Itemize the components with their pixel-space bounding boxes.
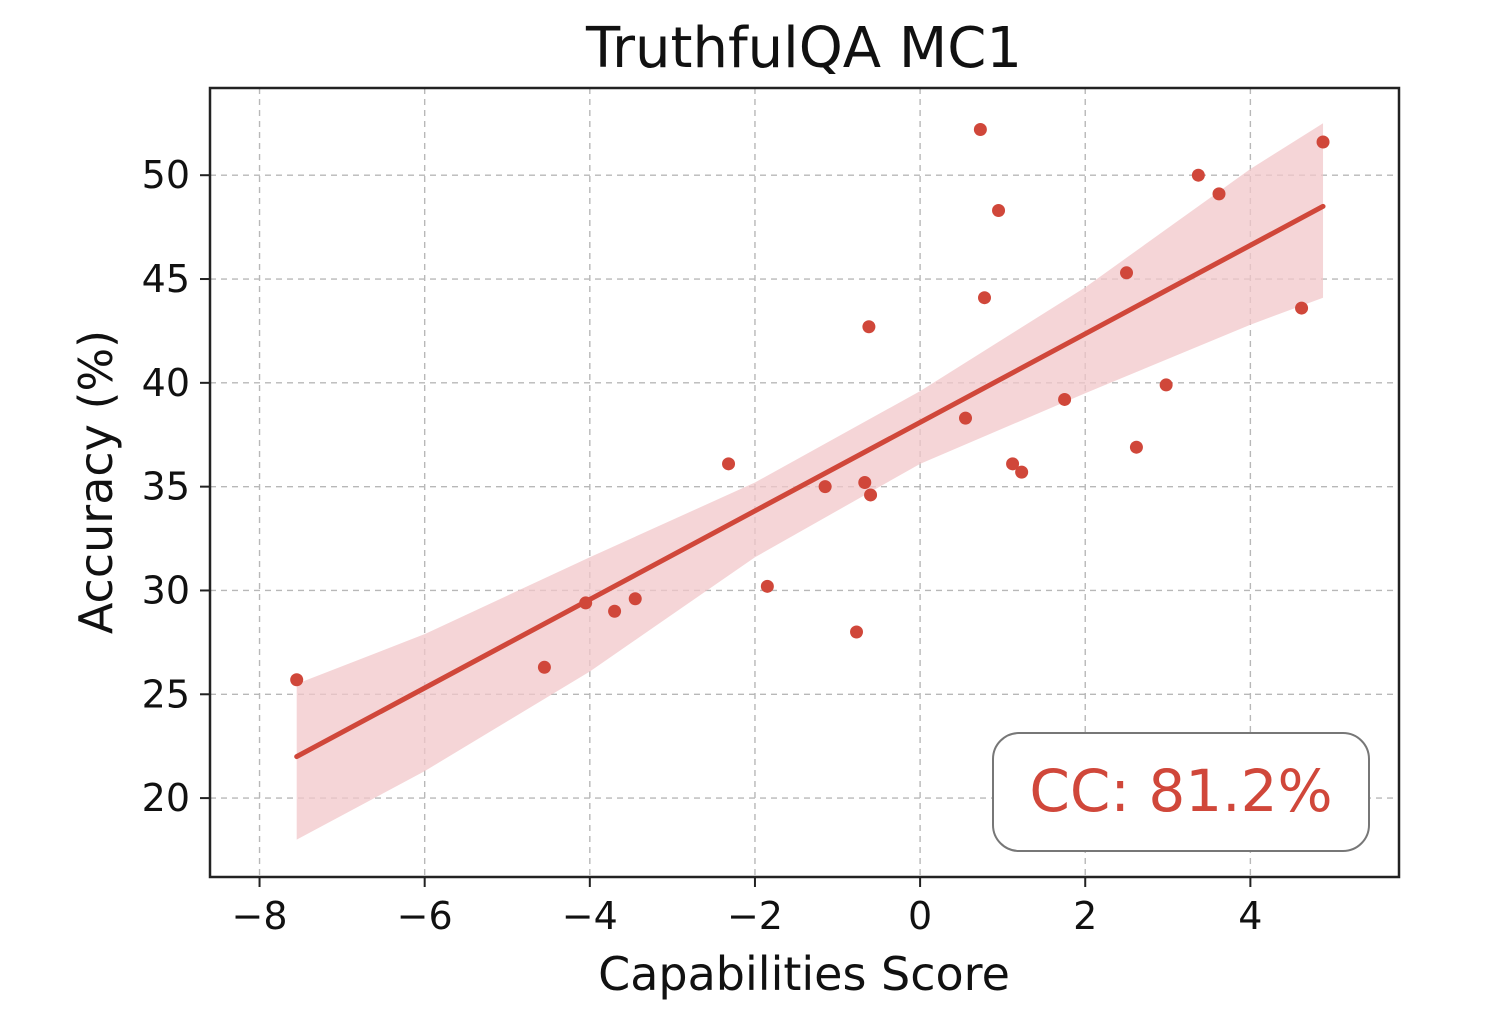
x-tick-label: 0 bbox=[908, 894, 932, 938]
data-points bbox=[290, 123, 1330, 687]
data-point bbox=[628, 592, 642, 606]
data-point bbox=[1159, 378, 1173, 392]
y-axis-label: Accuracy (%) bbox=[69, 330, 123, 634]
data-point bbox=[722, 457, 736, 471]
data-point bbox=[1295, 301, 1309, 315]
x-axis-ticks: −8 −6 −4 −2 0 2 4 bbox=[232, 877, 1262, 938]
cc-annotation-box bbox=[992, 732, 1370, 852]
data-point bbox=[608, 604, 622, 618]
data-point bbox=[862, 320, 876, 334]
x-tick-label: 4 bbox=[1238, 894, 1262, 938]
data-point bbox=[1058, 392, 1072, 406]
y-tick-label: 45 bbox=[142, 257, 190, 301]
y-tick-label: 25 bbox=[142, 672, 190, 716]
y-tick-label: 35 bbox=[142, 465, 190, 509]
data-point bbox=[1006, 457, 1020, 471]
data-point bbox=[818, 480, 832, 494]
x-axis-label: Capabilities Score bbox=[598, 947, 1010, 1001]
data-point bbox=[1212, 187, 1226, 201]
data-point bbox=[1015, 465, 1029, 479]
x-tick-label: 2 bbox=[1073, 894, 1097, 938]
x-tick-label: −8 bbox=[232, 894, 288, 938]
chart-title: TruthfulQA MC1 bbox=[585, 16, 1022, 81]
data-point bbox=[992, 204, 1006, 218]
data-point bbox=[978, 291, 992, 305]
data-point bbox=[850, 625, 864, 639]
y-tick-label: 40 bbox=[142, 361, 190, 405]
x-tick-label: −6 bbox=[397, 894, 453, 938]
regression-line bbox=[294, 203, 1326, 760]
data-point bbox=[959, 411, 973, 425]
x-tick-label: −4 bbox=[562, 894, 618, 938]
data-point bbox=[864, 488, 878, 502]
data-point bbox=[1129, 440, 1143, 454]
data-point bbox=[579, 596, 593, 610]
data-point bbox=[1120, 266, 1134, 280]
y-tick-label: 20 bbox=[142, 776, 190, 820]
data-point bbox=[290, 673, 304, 687]
cc-annotation: CC: 81.2% bbox=[992, 732, 1370, 852]
data-point bbox=[858, 476, 872, 489]
data-point bbox=[760, 579, 774, 593]
cc-annotation-text: CC: 81.2% bbox=[1029, 757, 1332, 825]
regression-line-layer bbox=[294, 203, 1326, 760]
data-point bbox=[1316, 135, 1330, 149]
y-tick-label: 30 bbox=[142, 568, 190, 612]
plot-frame bbox=[208, 86, 1401, 879]
data-point bbox=[1191, 168, 1205, 182]
y-tick-label: 50 bbox=[142, 153, 190, 197]
data-point bbox=[537, 660, 551, 674]
y-axis-ticks: 20 25 30 35 40 45 50 bbox=[142, 153, 210, 820]
x-tick-label: −2 bbox=[727, 894, 783, 938]
data-point bbox=[973, 123, 987, 137]
